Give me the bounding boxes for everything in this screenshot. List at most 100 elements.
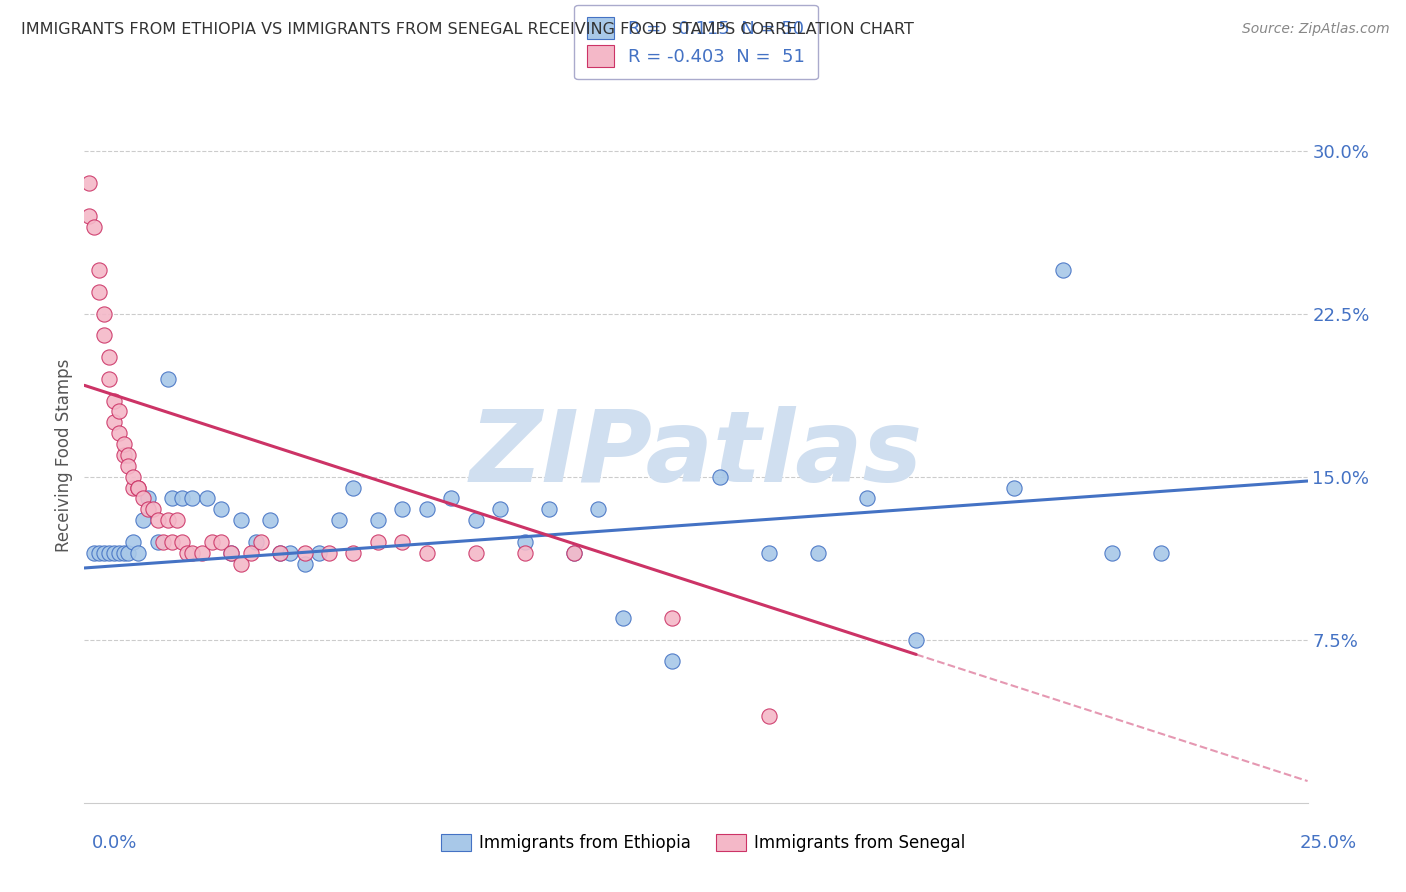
Point: [103, 546, 125, 560]
Point: [93, 546, 115, 560]
Point: [142, 502, 165, 516]
Point: [249, 534, 271, 549]
Point: [209, 502, 232, 516]
Point: [176, 546, 198, 560]
Point: [103, 415, 125, 429]
Point: [342, 546, 364, 560]
Point: [209, 534, 232, 549]
Text: 0.0%: 0.0%: [91, 834, 136, 852]
Text: Source: ZipAtlas.com: Source: ZipAtlas.com: [1241, 22, 1389, 37]
Point: [200, 534, 222, 549]
Point: [87, 263, 110, 277]
Point: [172, 534, 194, 549]
Point: [117, 448, 139, 462]
Point: [77, 209, 100, 223]
Point: [152, 534, 174, 549]
Point: [97, 350, 120, 364]
Point: [758, 708, 780, 723]
Point: [127, 481, 149, 495]
Point: [117, 458, 139, 473]
Point: [219, 546, 242, 560]
Point: [440, 491, 463, 506]
Point: [513, 534, 536, 549]
Point: [538, 502, 561, 516]
Point: [93, 328, 115, 343]
Point: [308, 546, 330, 560]
Point: [122, 469, 145, 483]
Point: [132, 513, 155, 527]
Point: [259, 513, 281, 527]
Point: [97, 372, 120, 386]
Point: [136, 491, 159, 506]
Point: [127, 481, 149, 495]
Point: [83, 219, 105, 234]
Point: [856, 491, 879, 506]
Point: [367, 513, 389, 527]
Point: [1150, 546, 1173, 560]
Point: [229, 513, 252, 527]
Point: [1101, 546, 1123, 560]
Point: [181, 546, 204, 560]
Point: [342, 481, 364, 495]
Point: [136, 502, 159, 516]
Legend: Immigrants from Ethiopia, Immigrants from Senegal: Immigrants from Ethiopia, Immigrants fro…: [434, 827, 972, 859]
Point: [156, 372, 179, 386]
Point: [117, 546, 139, 560]
Text: 25.0%: 25.0%: [1299, 834, 1357, 852]
Point: [239, 546, 262, 560]
Point: [661, 611, 683, 625]
Point: [229, 557, 252, 571]
Point: [107, 546, 129, 560]
Point: [269, 546, 291, 560]
Y-axis label: Receiving Food Stamps: Receiving Food Stamps: [55, 359, 73, 551]
Point: [905, 632, 928, 647]
Point: [489, 502, 512, 516]
Point: [416, 546, 439, 560]
Point: [391, 534, 413, 549]
Point: [562, 546, 585, 560]
Point: [146, 513, 169, 527]
Point: [103, 393, 125, 408]
Point: [709, 469, 731, 483]
Point: [562, 546, 585, 560]
Point: [367, 534, 389, 549]
Point: [122, 481, 145, 495]
Point: [166, 513, 188, 527]
Text: ZIPatlas: ZIPatlas: [470, 407, 922, 503]
Point: [77, 176, 100, 190]
Point: [162, 491, 184, 506]
Point: [195, 491, 218, 506]
Point: [122, 534, 145, 549]
Point: [612, 611, 634, 625]
Point: [107, 404, 129, 418]
Point: [97, 546, 120, 560]
Point: [93, 307, 115, 321]
Point: [127, 546, 149, 560]
Point: [513, 546, 536, 560]
Text: IMMIGRANTS FROM ETHIOPIA VS IMMIGRANTS FROM SENEGAL RECEIVING FOOD STAMPS CORREL: IMMIGRANTS FROM ETHIOPIA VS IMMIGRANTS F…: [21, 22, 914, 37]
Point: [391, 502, 413, 516]
Point: [586, 502, 609, 516]
Point: [87, 546, 110, 560]
Point: [1052, 263, 1074, 277]
Point: [807, 546, 830, 560]
Point: [416, 502, 439, 516]
Point: [162, 534, 184, 549]
Point: [83, 546, 105, 560]
Point: [191, 546, 214, 560]
Point: [318, 546, 340, 560]
Point: [112, 546, 135, 560]
Point: [112, 437, 135, 451]
Point: [269, 546, 291, 560]
Legend: R =   0.115  N = 50, R = -0.403  N =  51: R = 0.115 N = 50, R = -0.403 N = 51: [574, 4, 818, 79]
Point: [219, 546, 242, 560]
Point: [1002, 481, 1025, 495]
Point: [464, 513, 486, 527]
Point: [146, 534, 169, 549]
Point: [172, 491, 194, 506]
Point: [156, 513, 179, 527]
Point: [245, 534, 267, 549]
Point: [294, 546, 316, 560]
Point: [661, 655, 683, 669]
Point: [758, 546, 780, 560]
